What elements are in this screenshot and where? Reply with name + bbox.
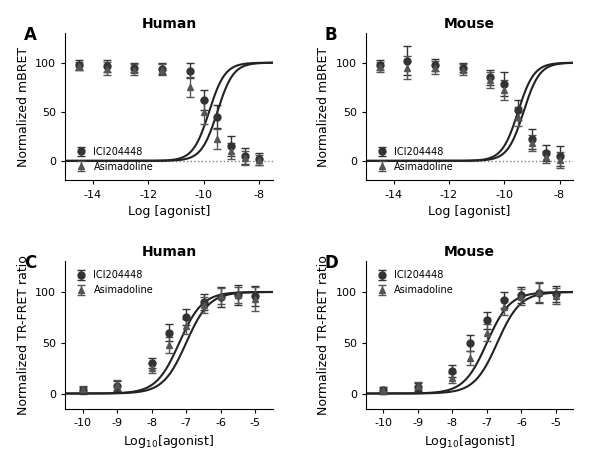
Y-axis label: Normalized mBRET: Normalized mBRET [17, 47, 30, 167]
Title: Mouse: Mouse [444, 17, 495, 31]
Text: B: B [324, 26, 337, 44]
Title: Human: Human [142, 245, 196, 259]
Legend: ICI204448, Asimadoline: ICI204448, Asimadoline [70, 143, 157, 176]
Text: C: C [24, 254, 36, 272]
Title: Mouse: Mouse [444, 245, 495, 259]
Legend: ICI204448, Asimadoline: ICI204448, Asimadoline [70, 266, 157, 299]
Y-axis label: Normalized mBRET: Normalized mBRET [317, 47, 330, 167]
Text: D: D [324, 254, 338, 272]
Text: A: A [24, 26, 37, 44]
Legend: ICI204448, Asimadoline: ICI204448, Asimadoline [371, 266, 458, 299]
Y-axis label: Normalized TR-FRET ratio: Normalized TR-FRET ratio [317, 255, 330, 415]
X-axis label: Log [agonist]: Log [agonist] [428, 205, 511, 218]
Title: Human: Human [142, 17, 196, 31]
X-axis label: Log [agonist]: Log [agonist] [128, 205, 210, 218]
X-axis label: Log$_{10}$[agonist]: Log$_{10}$[agonist] [424, 433, 515, 450]
Legend: ICI204448, Asimadoline: ICI204448, Asimadoline [371, 143, 458, 176]
X-axis label: Log$_{10}$[agonist]: Log$_{10}$[agonist] [123, 433, 214, 450]
Y-axis label: Normalized TR-FRET ratio: Normalized TR-FRET ratio [17, 255, 30, 415]
